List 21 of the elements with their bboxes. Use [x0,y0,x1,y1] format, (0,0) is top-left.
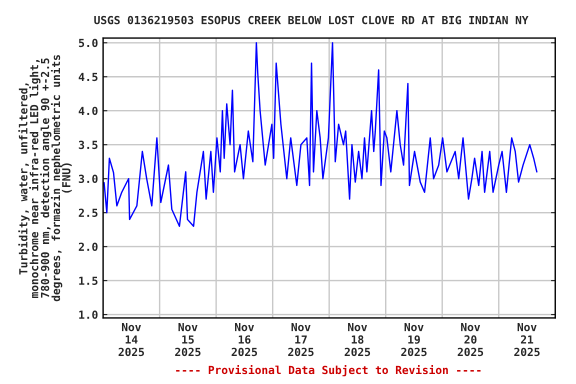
x-tick-label: Nov 14 2025 [118,323,144,356]
y-tick-label: 2.5 [78,208,98,218]
x-tick-label: Nov 20 2025 [458,323,484,356]
y-axis-title: Turbidity, water, unfiltered, monochrome near infra-red LED light, 780-900 nm, detection angle 90 +-2.5 degrees, formazin nephelometric units (FNU) [18,55,72,302]
y-tick-label: 4.0 [78,106,98,116]
x-tick-label: Nov 19 2025 [401,323,427,356]
y-tick-label: 3.5 [78,140,98,150]
text: ---- Provisional Data Subject to Revision ---- [176,364,481,376]
x-tick-label: Nov 18 2025 [344,323,370,356]
line-series [103,42,538,227]
y-tick-label: 1.0 [79,310,98,319]
x-tick-label: Nov 15 2025 [175,323,201,356]
y-tick-label: 2.0 [78,242,98,251]
chart-title: USGS 0136219503 ESOPUS CREEK BELOW LOST CLOVE RD AT BIG INDIAN NY [94,16,528,24]
y-tick-label: 4.5 [78,72,98,82]
x-tick-label: Nov 16 2025 [232,323,258,356]
x-tick-label: Nov 17 2025 [288,323,314,356]
y-tick-label: 5.0 [78,38,98,48]
y-tick-label: 1.5 [79,276,98,285]
y-tick-label: 3.0 [78,174,98,184]
x-tick-label: Nov 21 2025 [514,323,540,356]
